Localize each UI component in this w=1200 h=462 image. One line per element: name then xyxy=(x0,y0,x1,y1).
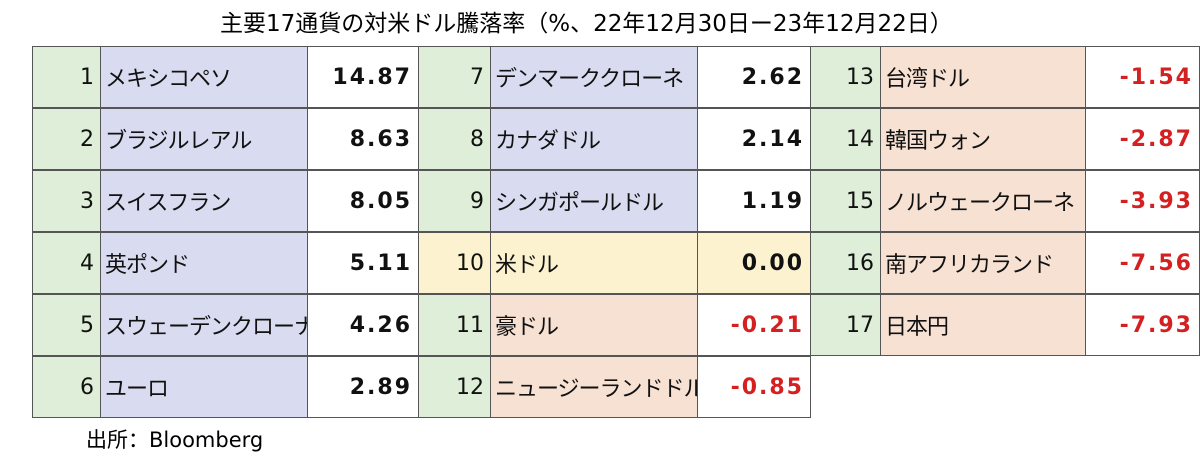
currency-cell: ニュージーランドドル xyxy=(490,356,698,418)
currency-cell: 韓国ウォン xyxy=(880,108,1086,170)
currency-cell: スイスフラン xyxy=(100,170,308,232)
value-cell: 5.11 xyxy=(307,232,419,294)
currency-cell: 米ドル xyxy=(490,232,698,294)
value-cell: 2.62 xyxy=(697,46,811,108)
currency-cell: デンマーククローネ xyxy=(490,46,698,108)
value-cell: -0.21 xyxy=(697,294,811,356)
source: 出所：Bloomberg xyxy=(86,428,264,452)
currency-cell: 日本円 xyxy=(880,294,1086,356)
currency-cell: 台湾ドル xyxy=(880,46,1086,108)
rank-cell: 15 xyxy=(810,170,881,232)
currency-cell: スウェーデンクローナ xyxy=(100,294,308,356)
rank-cell: 3 xyxy=(32,170,101,232)
rank-cell: 1 xyxy=(32,46,101,108)
currency-cell: ノルウェークローネ xyxy=(880,170,1086,232)
value-cell: 8.05 xyxy=(307,170,419,232)
rank-cell: 16 xyxy=(810,232,881,294)
rank-cell: 10 xyxy=(418,232,491,294)
rank-cell: 17 xyxy=(810,294,881,356)
value-cell: 4.26 xyxy=(307,294,419,356)
currency-cell: 南アフリカランド xyxy=(880,232,1086,294)
rank-cell: 8 xyxy=(418,108,491,170)
rank-cell: 7 xyxy=(418,46,491,108)
currency-cell: ユーロ xyxy=(100,356,308,418)
rank-cell: 11 xyxy=(418,294,491,356)
value-cell: -0.85 xyxy=(697,356,811,418)
rank-cell: 13 xyxy=(810,46,881,108)
rank-cell: 12 xyxy=(418,356,491,418)
rank-cell: 14 xyxy=(810,108,881,170)
currency-cell: シンガポールドル xyxy=(490,170,698,232)
value-cell: -7.93 xyxy=(1085,294,1200,356)
value-cell: -7.56 xyxy=(1085,232,1200,294)
value-cell: -3.93 xyxy=(1085,170,1200,232)
value-cell: 2.89 xyxy=(307,356,419,418)
title: 主要17通貨の対米ドル騰落率（%、22年12月30日ー23年12月22日） xyxy=(220,11,953,37)
rank-cell: 4 xyxy=(32,232,101,294)
currency-cell: カナダドル xyxy=(490,108,698,170)
rank-cell: 9 xyxy=(418,170,491,232)
value-cell: 0.00 xyxy=(697,232,811,294)
value-cell: 1.19 xyxy=(697,170,811,232)
value-cell: -2.87 xyxy=(1085,108,1200,170)
rank-cell: 5 xyxy=(32,294,101,356)
value-cell: 2.14 xyxy=(697,108,811,170)
value-cell: -1.54 xyxy=(1085,46,1200,108)
currency-cell: ブラジルレアル xyxy=(100,108,308,170)
currency-cell: 豪ドル xyxy=(490,294,698,356)
rank-cell: 2 xyxy=(32,108,101,170)
rank-cell: 6 xyxy=(32,356,101,418)
currency-cell: メキシコペソ xyxy=(100,46,308,108)
value-cell: 14.87 xyxy=(307,46,419,108)
currency-cell: 英ポンド xyxy=(100,232,308,294)
value-cell: 8.63 xyxy=(307,108,419,170)
